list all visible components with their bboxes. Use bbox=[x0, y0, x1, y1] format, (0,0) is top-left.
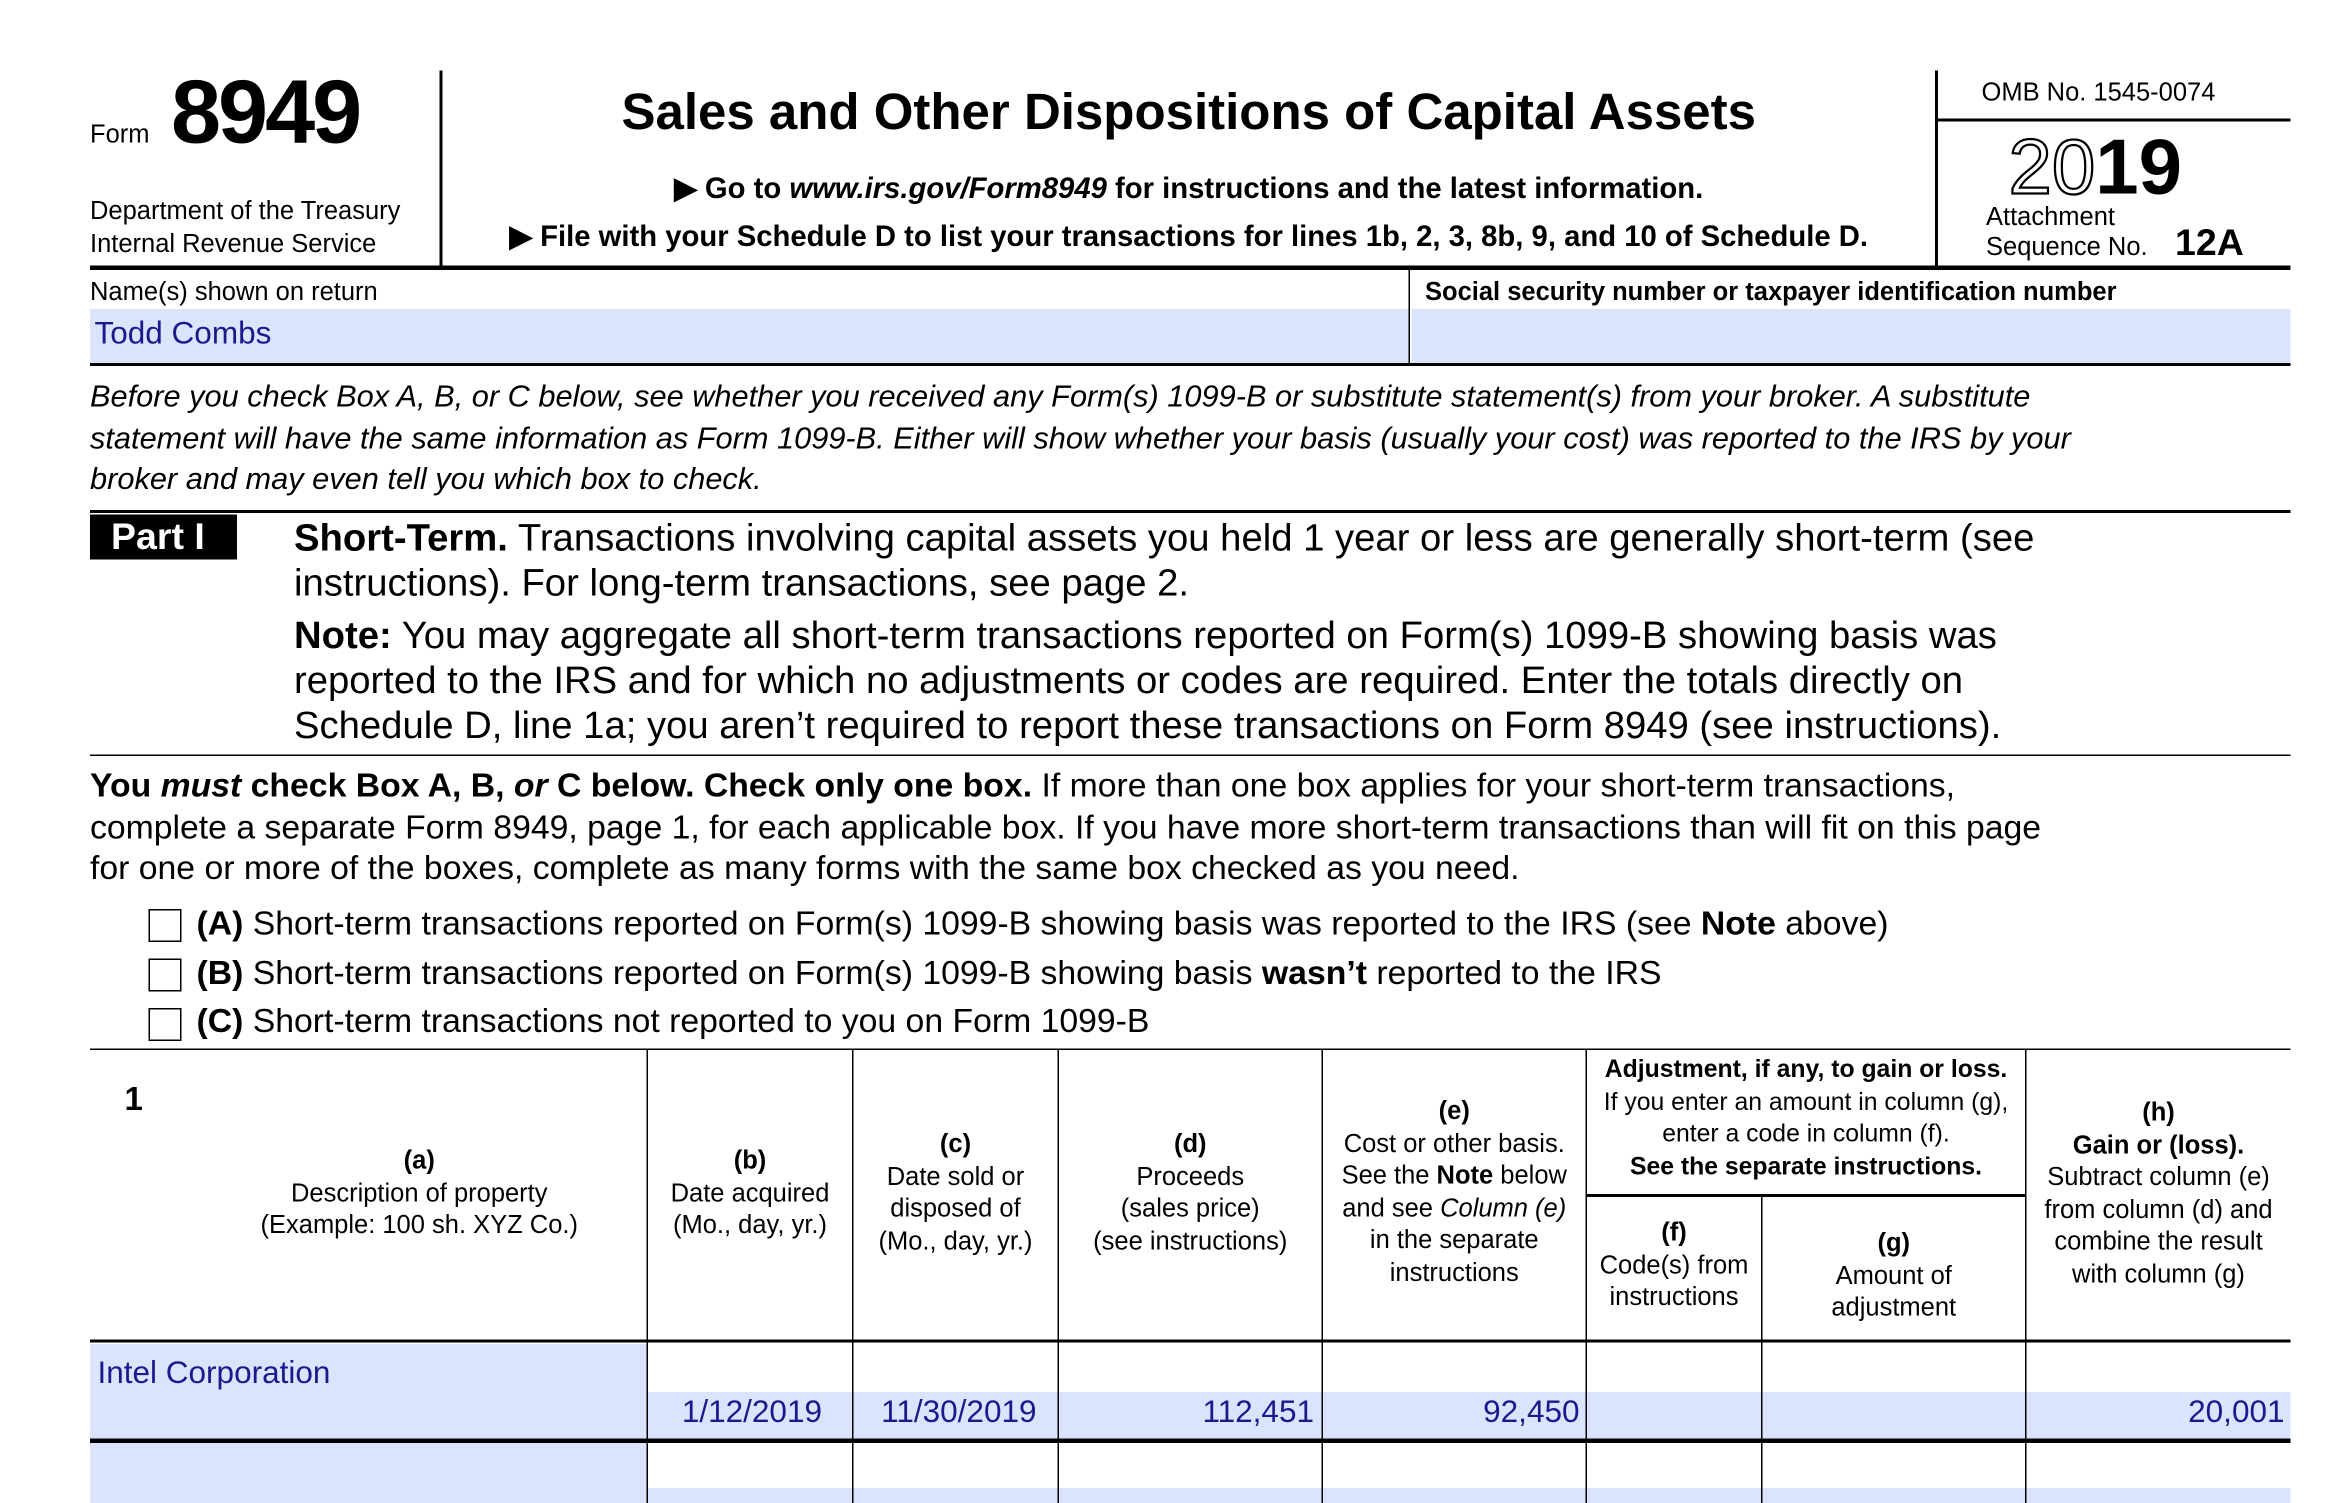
arrow-right-icon: ▶ bbox=[674, 173, 705, 206]
form-number: 8949 bbox=[171, 60, 359, 164]
intro-paragraph: Before you check Box A, B, or C below, s… bbox=[90, 377, 2071, 501]
divider bbox=[90, 1049, 2291, 1051]
col-h-header: (h)Gain or (loss).Subtract column (e)fro… bbox=[2027, 1097, 2291, 1291]
checkbox-c-label: (C) Short-term transactions not reported… bbox=[197, 1002, 1150, 1041]
col-b-header: (b)Date acquired(Mo., day, yr.) bbox=[648, 1145, 852, 1242]
description-value: Intel Corporation bbox=[98, 1356, 331, 1392]
divider bbox=[1937, 119, 2291, 122]
check-instructions: You must check Box A, B, or C below. Che… bbox=[90, 765, 2041, 889]
checkbox-a[interactable] bbox=[149, 909, 182, 942]
divider bbox=[90, 363, 2291, 366]
col-a-header: (a)Description of property(Example: 100 … bbox=[192, 1145, 647, 1242]
part-heading: Short-Term. Transactions involving capit… bbox=[294, 516, 2034, 606]
divider bbox=[90, 266, 2291, 271]
checkbox-b-label: (B) Short-term transactions reported on … bbox=[197, 954, 1662, 993]
sequence-number: 12A bbox=[2175, 222, 2244, 266]
irs-label: Internal Revenue Service bbox=[90, 230, 376, 260]
gain-field[interactable]: 20,001 bbox=[2027, 1395, 2285, 1431]
form-label: Form bbox=[90, 120, 150, 150]
form-title: Sales and Other Dispositions of Capital … bbox=[443, 84, 1936, 143]
date-sold-field[interactable]: 11/30/2019 bbox=[854, 1395, 1037, 1431]
checkbox-a-label: (A) Short-term transactions reported on … bbox=[197, 905, 1889, 944]
line-number: 1 bbox=[125, 1080, 143, 1119]
row-divider bbox=[1586, 1194, 2026, 1197]
col-d-header: (d)Proceeds(sales price)(see instruction… bbox=[1059, 1128, 1322, 1257]
adjustment-header: Adjustment, if any, to gain or loss.If y… bbox=[1587, 1055, 2025, 1184]
column-divider bbox=[1058, 1050, 1060, 1503]
sequence-label: Sequence No. bbox=[1986, 233, 2148, 263]
name-field[interactable]: Todd Combs bbox=[90, 309, 1410, 363]
description-field[interactable] bbox=[90, 1443, 647, 1503]
row-divider bbox=[90, 1439, 2291, 1444]
date-acquired-field[interactable]: 1/12/2019 bbox=[648, 1395, 822, 1431]
checkbox-b[interactable] bbox=[149, 959, 182, 992]
part-note: Note: You may aggregate all short-term t… bbox=[294, 614, 2001, 749]
name-label: Name(s) shown on return bbox=[90, 278, 378, 308]
cost-field[interactable]: 92,450 bbox=[1323, 1395, 1580, 1431]
arrow-right-icon: ▶ bbox=[509, 221, 540, 254]
column-divider bbox=[647, 1050, 649, 1503]
attachment-label: Attachment bbox=[1986, 203, 2115, 233]
tax-year: 2019 bbox=[2009, 123, 2183, 213]
divider bbox=[1935, 71, 1938, 268]
name-value: Todd Combs bbox=[95, 317, 272, 353]
goto-line: ▶ Go to www.irs.gov/Form8949 for instruc… bbox=[443, 171, 1936, 207]
omb-number: OMB No. 1545-0074 bbox=[1982, 78, 2216, 108]
divider bbox=[1409, 270, 1411, 363]
dept-treasury: Department of the Treasury bbox=[90, 197, 400, 227]
irs-url-link[interactable]: www.irs.gov/Form8949 bbox=[789, 173, 1107, 206]
proceeds-field[interactable]: 112,451 bbox=[1059, 1395, 1314, 1431]
col-e-header: (e)Cost or other basis. See the Note bel… bbox=[1323, 1095, 1586, 1289]
column-divider bbox=[852, 1050, 854, 1503]
row-divider bbox=[90, 1340, 2291, 1343]
ssn-field[interactable] bbox=[1412, 309, 2291, 363]
divider bbox=[90, 510, 2291, 513]
part-badge: Part I bbox=[90, 515, 237, 560]
checkbox-c[interactable] bbox=[149, 1008, 182, 1041]
ssn-label: Social security number or taxpayer ident… bbox=[1425, 278, 2117, 308]
file-with-line: ▶ File with your Schedule D to list your… bbox=[443, 219, 1936, 255]
divider bbox=[90, 755, 2291, 757]
